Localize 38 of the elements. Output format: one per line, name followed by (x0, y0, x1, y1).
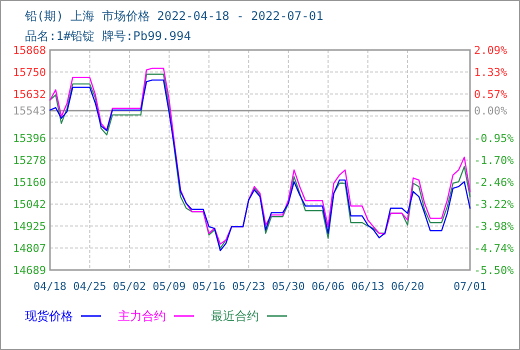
y2-tick-label: -4.74% (474, 242, 514, 255)
x-tick-label: 05/09 (152, 280, 186, 293)
y-tick-label: 15160 (12, 176, 46, 190)
y2-tick-label: 2.09% (474, 44, 508, 57)
y2-tick-label: 1.33% (474, 66, 508, 80)
y2-tick-label: -3.98% (474, 220, 514, 233)
y2-tick-label: -0.95% (474, 132, 514, 146)
y-tick-label: 15396 (12, 132, 46, 146)
y-tick-label: 15042 (12, 198, 46, 212)
y-tick-label: 15750 (12, 66, 46, 80)
x-tick-label: 06/06 (312, 280, 345, 293)
x-tick-label: 05/30 (272, 280, 305, 293)
y2-tick-label: -5.50% (474, 264, 514, 277)
y-tick-label: 14807 (12, 242, 46, 255)
y2-tick-label: -1.70% (474, 154, 514, 167)
y-tick-label: 15632 (12, 88, 46, 102)
x-tick-label: 04/18 (33, 280, 67, 293)
x-tick-label: 06/13 (351, 280, 384, 293)
legend-label: 主力合约 (118, 309, 166, 323)
y-tick-label: 15868 (12, 44, 46, 57)
chart-title: 铅(期) 上海 市场价格 2022-04-18 - 2022-07-01 (24, 9, 324, 23)
y2-tick-label: 0.57% (474, 88, 508, 102)
x-tick-label: 05/02 (112, 280, 146, 293)
x-tick-label: 06/20 (391, 280, 424, 293)
y-tick-label: 14925 (12, 220, 46, 233)
legend-label: 现货价格 (25, 309, 73, 323)
y2-tick-label: -3.22% (474, 198, 514, 211)
y2-tick-label: -2.46% (474, 176, 514, 189)
legend-label: 最近合约 (211, 309, 259, 323)
chart-subtitle: 品名:1#铅锭 牌号:Pb99.994 (25, 29, 191, 43)
x-tick-label: 04/25 (73, 280, 106, 293)
x-tick-label: 05/16 (192, 280, 226, 293)
y-tick-label: 14689 (12, 264, 46, 277)
y-tick-label: 15278 (12, 154, 46, 168)
y2-tick-label: 0.00% (474, 104, 508, 118)
x-tick-label: 07/01 (453, 280, 487, 293)
y-tick-label: 15543 (12, 104, 46, 118)
x-tick-label: 05/23 (232, 280, 266, 293)
